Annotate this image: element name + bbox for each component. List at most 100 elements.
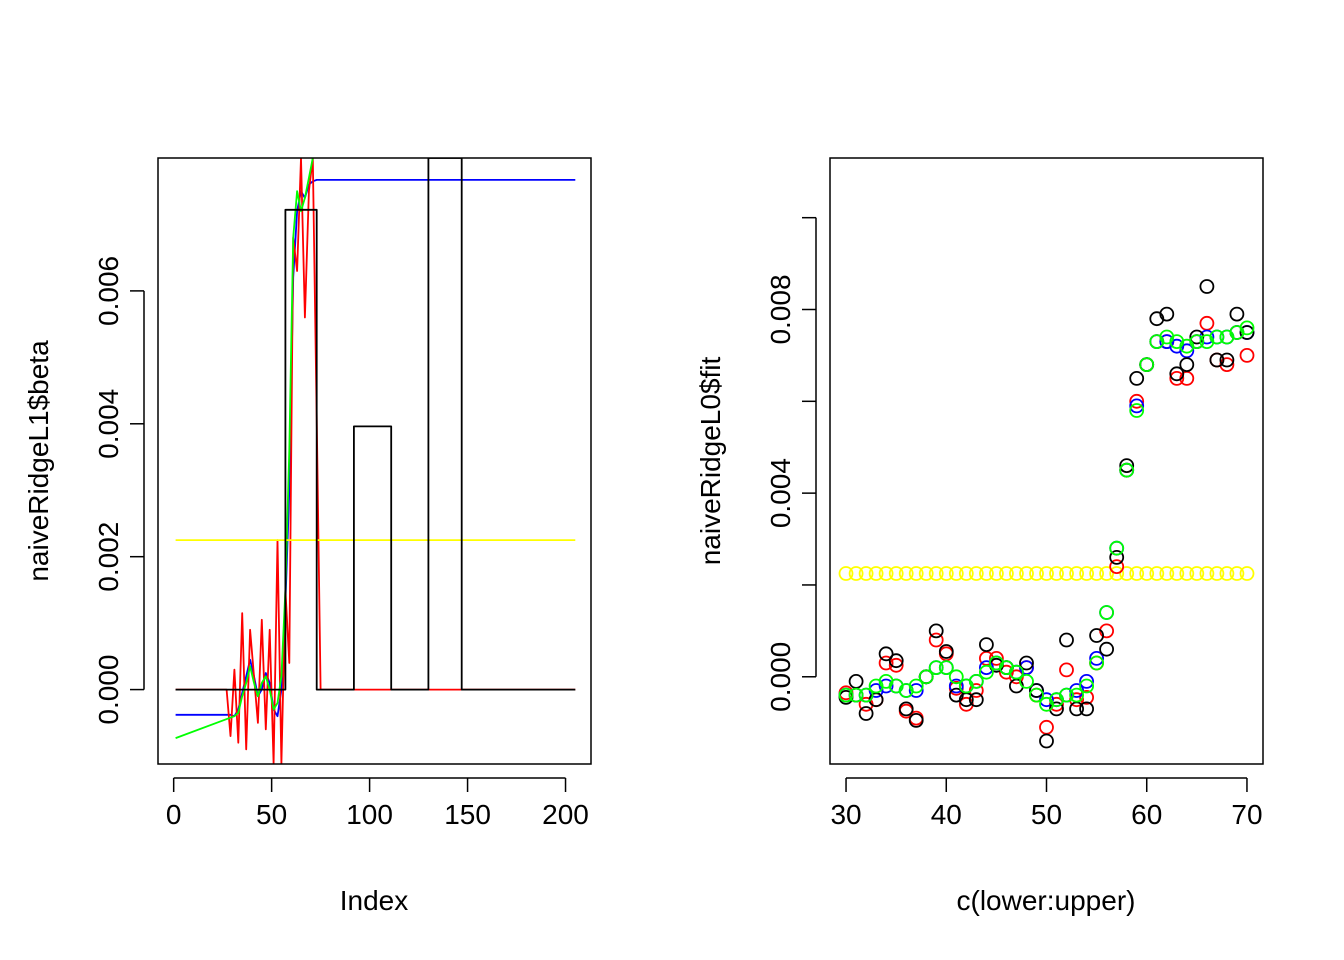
scatter-point	[1129, 370, 1145, 386]
scatter-point	[1029, 566, 1044, 581]
scatter-point	[1079, 678, 1094, 694]
scatter-point	[968, 566, 984, 581]
scatter-point	[1129, 403, 1145, 418]
scatter-point	[1089, 566, 1104, 581]
scatter-point	[1089, 628, 1104, 643]
scatter-point	[1049, 566, 1064, 581]
scatter-point	[1239, 325, 1255, 340]
left-x-axis: 0 50 100 150 200	[166, 777, 589, 830]
scatter-point	[878, 566, 894, 581]
right-y-axis-label: naiveRidgeL0$fit	[695, 356, 726, 565]
right-plot-frame	[829, 157, 1264, 765]
series-line	[175, 158, 576, 764]
scatter-point	[1109, 550, 1125, 565]
scatter-point	[888, 653, 904, 669]
scatter-point	[1069, 566, 1084, 581]
scatter-point	[989, 651, 1004, 666]
scatter-point	[948, 566, 964, 581]
scatter-point	[1159, 566, 1175, 581]
x-tick-label: 100	[346, 799, 393, 830]
scatter-point	[1239, 347, 1255, 363]
y-tick-label: 0.002	[93, 522, 124, 592]
scatter-point	[1119, 566, 1135, 581]
scatter-point	[979, 637, 994, 652]
scatter-point	[838, 566, 854, 581]
series-line	[175, 158, 576, 691]
scatter-point	[1209, 329, 1225, 345]
scatter-point	[948, 669, 964, 685]
scatter-point	[878, 655, 894, 671]
scatter-point	[1039, 566, 1054, 581]
scatter-point	[1189, 566, 1205, 581]
scatter-point	[1099, 605, 1114, 620]
scatter-point	[878, 646, 894, 662]
scatter-point	[908, 683, 924, 698]
scatter-point	[979, 664, 994, 680]
scatter-point	[1039, 733, 1054, 749]
scatter-point	[979, 566, 994, 581]
scatter-point	[999, 566, 1014, 581]
y-tick-label: 0.000	[765, 642, 796, 712]
scatter-point	[1019, 674, 1034, 689]
scatter-point	[1179, 357, 1195, 373]
scatter-point	[938, 644, 954, 659]
scatter-point	[908, 566, 924, 581]
x-tick-label: 200	[542, 799, 589, 830]
scatter-point	[968, 674, 984, 689]
scatter-point	[858, 566, 874, 581]
scatter-point	[898, 701, 914, 717]
y-tick-label: 0.000	[93, 655, 124, 725]
scatter-point	[928, 623, 944, 639]
right-x-axis-label: c(lower:upper)	[957, 885, 1136, 916]
left-series-group	[175, 158, 576, 764]
scatter-point	[1059, 632, 1074, 648]
left-y-axis: 0.000 0.002 0.004 0.006	[93, 256, 145, 725]
scatter-point	[1219, 566, 1235, 581]
scatter-point	[1199, 566, 1215, 581]
left-plot-frame	[157, 157, 592, 765]
left-y-axis-label: naiveRidgeL1$beta	[23, 340, 54, 582]
x-tick-label: 30	[830, 799, 861, 830]
scatter-point	[1079, 701, 1094, 717]
scatter-point	[1209, 352, 1225, 368]
right-x-axis: 30 40 50 60 70	[830, 777, 1263, 830]
scatter-point	[1109, 540, 1125, 556]
scatter-point	[898, 566, 914, 581]
scatter-point	[1209, 566, 1225, 581]
scatter-point	[888, 657, 904, 673]
scatter-point	[1009, 664, 1024, 680]
scatter-point	[878, 678, 894, 694]
scatter-point	[1089, 655, 1104, 671]
scatter-point	[1159, 306, 1175, 322]
scatter-point	[938, 660, 954, 675]
scatter-point	[1109, 559, 1125, 574]
right-scatter-plot: 30 40 50 60 70 0.000 0.004 0.008 c(lower:upper…	[695, 157, 1264, 916]
scatter-point	[1029, 683, 1044, 698]
scatter-point	[1089, 651, 1104, 666]
x-tick-label: 50	[1031, 799, 1062, 830]
scatter-point	[1069, 687, 1084, 703]
y-tick-label: 0.006	[93, 256, 124, 326]
scatter-point	[1029, 687, 1044, 703]
scatter-point	[958, 566, 974, 581]
y-tick-label: 0.008	[765, 274, 796, 344]
left-x-axis-label: Index	[340, 885, 409, 916]
scatter-point	[1129, 393, 1145, 409]
scatter-point	[1119, 458, 1135, 474]
y-tick-label: 0.004	[765, 458, 796, 528]
scatter-point	[1009, 566, 1024, 581]
scatter-point	[908, 678, 924, 694]
scatter-point	[1229, 566, 1245, 581]
scatter-point	[1099, 641, 1114, 657]
scatter-point	[1199, 279, 1215, 294]
scatter-point	[1139, 357, 1155, 373]
x-tick-label: 40	[931, 799, 962, 830]
scatter-point	[848, 566, 864, 581]
scatter-point	[908, 713, 924, 728]
scatter-point	[858, 706, 874, 721]
x-tick-label: 70	[1231, 799, 1262, 830]
scatter-point	[989, 566, 1004, 581]
